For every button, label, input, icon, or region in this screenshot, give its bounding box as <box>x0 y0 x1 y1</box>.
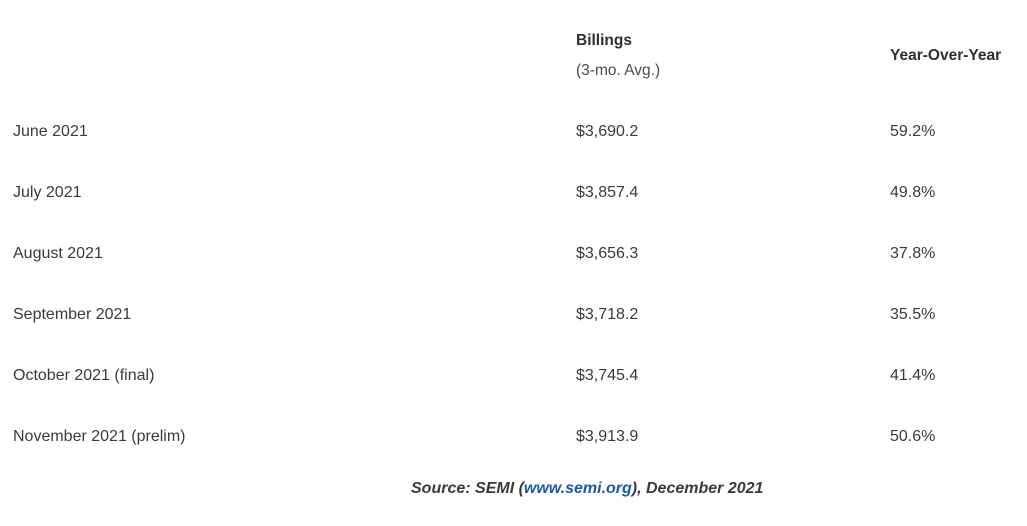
source-suffix: ), December 2021 <box>631 480 764 497</box>
row-billings: $3,656.3 <box>576 245 639 262</box>
source-caption: Source: SEMI (www.semi.org), December 20… <box>411 479 763 499</box>
row-yoy: 35.5% <box>890 306 936 323</box>
row-billings: $3,718.2 <box>576 306 639 323</box>
row-yoy: 50.6% <box>890 428 936 445</box>
row-billings: $3,857.4 <box>576 184 639 201</box>
row-yoy: 49.8% <box>890 184 936 201</box>
row-billings: $3,745.4 <box>576 367 639 384</box>
row-billings: $3,690.2 <box>576 123 639 140</box>
row-yoy: 37.8% <box>890 245 936 262</box>
row-yoy: 41.4% <box>890 367 936 384</box>
row-yoy: 59.2% <box>890 123 936 140</box>
row-period: August 2021 <box>13 245 103 262</box>
row-period: September 2021 <box>13 306 132 323</box>
billings-header: Billings <box>576 32 632 49</box>
source-prefix: Source: SEMI ( <box>411 480 524 497</box>
row-period: June 2021 <box>13 123 88 140</box>
billings-subheader: (3-mo. Avg.) <box>576 62 661 79</box>
yoy-header: Year-Over-Year <box>890 47 1002 64</box>
row-period: November 2021 (prelim) <box>13 428 186 445</box>
row-period: July 2021 <box>13 184 82 201</box>
source-link[interactable]: www.semi.org <box>523 480 632 497</box>
row-billings: $3,913.9 <box>576 428 639 445</box>
row-period: October 2021 (final) <box>13 367 155 384</box>
